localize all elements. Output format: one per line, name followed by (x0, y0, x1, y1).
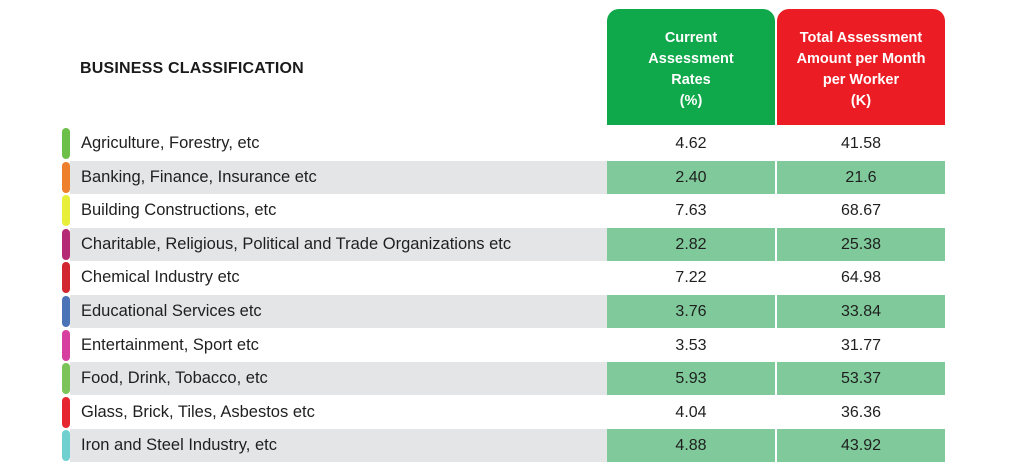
assessment-amount-cell: 41.58 (840, 135, 882, 152)
assessment-amount-cell: 36.36 (840, 403, 882, 421)
assessment-amount-cell: 53.37 (777, 362, 945, 396)
row-divider (62, 227, 945, 229)
assessment-rate-cell: 5.93 (607, 362, 775, 396)
row-divider (62, 294, 945, 296)
assessment-rate-cell: 4.62 (675, 135, 707, 152)
header-line: Assessment (648, 51, 734, 67)
business-classification-label: Educational Services etc (81, 302, 262, 320)
row-divider (62, 428, 945, 430)
row-label-background (70, 429, 607, 463)
category-color-stripe (62, 396, 70, 428)
category-color-stripe (62, 262, 70, 294)
table-row: Chemical Industry etc 7.22 64.98 (62, 261, 945, 294)
row-divider (62, 193, 945, 195)
header-line: Current (664, 30, 718, 46)
business-classification-label: Building Constructions, etc (81, 201, 277, 220)
table-row: Entertainment, Sport etc 3.53 31.77 (62, 329, 945, 362)
table-row: Agriculture, Forestry, etc 4.62 41.58 (62, 127, 945, 160)
header-line: (%) (679, 93, 703, 109)
category-color-stripe (62, 296, 70, 327)
assessment-amount-cell: 43.92 (777, 429, 945, 463)
row-divider (62, 395, 945, 397)
assessment-amount-cell: 31.77 (840, 336, 882, 354)
assessment-rate-cell: 4.04 (675, 403, 707, 421)
row-label-background (70, 160, 607, 194)
category-color-stripe (62, 195, 70, 227)
business-classification-label: Food, Drink, Tobacco, etc (81, 369, 268, 388)
table-row: Building Constructions, etc 7.63 68.67 (62, 194, 945, 227)
business-classification-label: Iron and Steel Industry, etc (81, 436, 277, 455)
assessment-rate-cell: 3.76 (607, 295, 775, 328)
header-line: Total Assessment (799, 30, 923, 46)
assessment-amount-cell: 33.84 (777, 295, 945, 328)
business-classification-label: Entertainment, Sport etc (81, 335, 259, 354)
row-divider (62, 328, 945, 329)
assessment-rate-cell: 4.88 (607, 429, 775, 463)
row-label-background (70, 362, 607, 396)
table-row: Educational Services etc 3.76 33.84 (62, 295, 945, 328)
assessment-amount-cell: 21.6 (777, 160, 945, 194)
row-divider (62, 462, 945, 464)
business-classification-label: Charitable, Religious, Political and Tra… (81, 234, 512, 253)
assessment-rate-cell: 3.53 (675, 336, 707, 354)
assessment-rate-cell: 7.63 (675, 202, 707, 220)
assessment-rate-cell: 2.82 (607, 227, 775, 261)
row-divider (62, 160, 945, 161)
header-line: Rates (671, 72, 711, 88)
category-color-stripe (62, 128, 70, 159)
assessment-amount-cell: 25.38 (777, 227, 945, 261)
table-row: Food, Drink, Tobacco, etc 5.93 53.37 (62, 362, 945, 396)
assessment-amount-cell: 64.98 (840, 269, 882, 287)
business-classification-label: Agriculture, Forestry, etc (81, 134, 260, 152)
category-color-stripe (62, 363, 70, 395)
header-total-assessment-amount: Total Assessment Amount per Month per Wo… (777, 9, 945, 125)
row-divider (62, 361, 945, 363)
header-line: (K) (850, 93, 872, 109)
table-row: Charitable, Religious, Political and Tra… (62, 227, 945, 261)
header-current-assessment-rates: Current Assessment Rates (%) (607, 9, 775, 125)
table-row: Banking, Finance, Insurance etc 2.40 21.6 (62, 160, 945, 194)
business-classification-label: Glass, Brick, Tiles, Asbestos etc (81, 402, 315, 421)
row-divider (62, 260, 945, 262)
business-classification-label: Banking, Finance, Insurance etc (81, 167, 317, 186)
header-line: Amount per Month (796, 51, 926, 67)
assessment-amount-cell: 68.67 (840, 202, 882, 220)
business-classification-label: Chemical Industry etc (81, 268, 240, 287)
table-heading: BUSINESS CLASSIFICATION (80, 60, 304, 77)
category-color-stripe (62, 329, 70, 361)
category-color-stripe (62, 161, 70, 193)
row-label-background (70, 295, 607, 328)
row-label-background (70, 227, 607, 261)
category-color-stripe (62, 228, 70, 260)
table-row: Iron and Steel Industry, etc 4.88 43.92 (62, 429, 945, 463)
header-line: per Worker (822, 72, 900, 88)
category-color-stripe (62, 430, 70, 462)
assessment-rate-cell: 2.40 (607, 160, 775, 194)
table-row: Glass, Brick, Tiles, Asbestos etc 4.04 36.… (62, 396, 945, 429)
assessment-rate-cell: 7.22 (675, 269, 707, 287)
